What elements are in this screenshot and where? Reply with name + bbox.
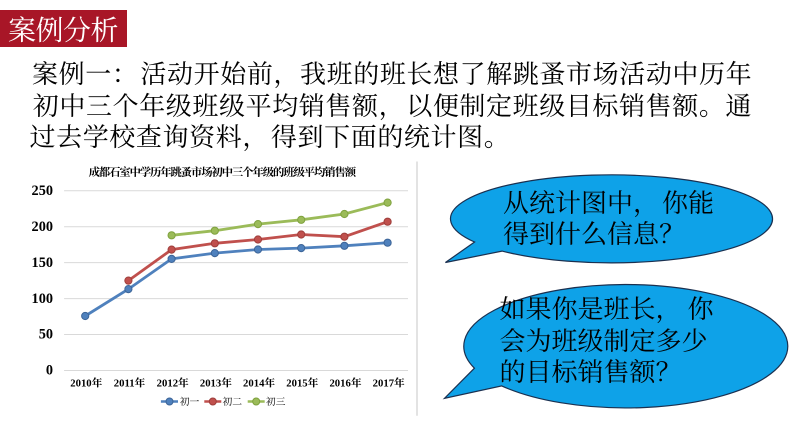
- svg-text:250: 250: [32, 183, 53, 199]
- svg-text:2013年: 2013年: [200, 377, 232, 390]
- svg-text:初一: 初一: [180, 394, 200, 408]
- svg-text:2010年: 2010年: [70, 377, 102, 390]
- svg-text:2014年: 2014年: [243, 377, 275, 390]
- svg-text:0: 0: [46, 363, 53, 379]
- svg-text:2011年: 2011年: [114, 377, 146, 390]
- svg-text:成都石室中学历年跳蚤市场初中三个年级的班级平均销售额: 成都石室中学历年跳蚤市场初中三个年级的班级平均销售额: [89, 164, 357, 180]
- svg-text:2012年: 2012年: [157, 377, 189, 390]
- svg-text:150: 150: [32, 255, 53, 271]
- svg-text:50: 50: [39, 327, 53, 343]
- svg-text:初三: 初三: [266, 394, 286, 408]
- svg-text:2017年: 2017年: [373, 377, 405, 390]
- svg-text:200: 200: [32, 219, 53, 235]
- svg-text:2015年: 2015年: [286, 377, 318, 390]
- svg-text:100: 100: [32, 291, 53, 307]
- svg-text:初二: 初二: [223, 394, 243, 408]
- svg-text:2016年: 2016年: [329, 377, 361, 390]
